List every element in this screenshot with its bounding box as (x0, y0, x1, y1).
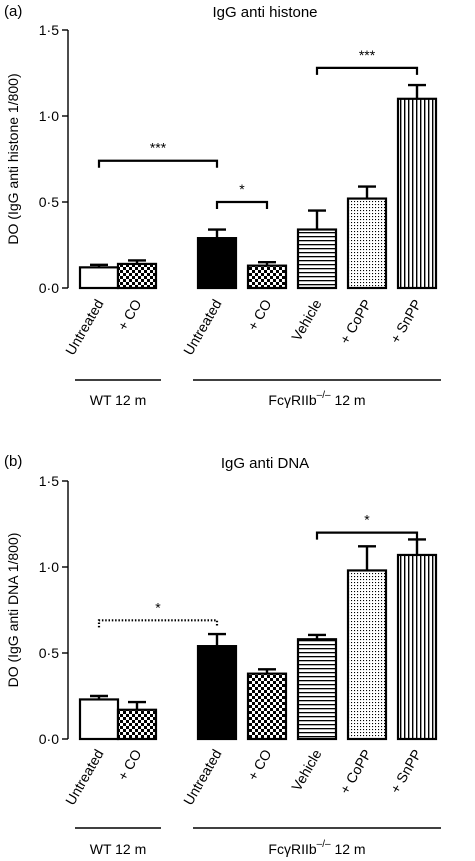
x-tick-label: Untreated (180, 297, 225, 358)
bar (296, 228, 338, 290)
bar (78, 698, 120, 741)
x-tick-label: Vehicle (288, 296, 325, 343)
x-tick-label: Untreated (62, 747, 107, 808)
bar (78, 266, 120, 290)
group-label-text: WT 12 m (90, 392, 147, 408)
bar (346, 197, 388, 290)
group-label-text: FcγRIIb (268, 841, 316, 857)
y-tick-label: 1·0 (39, 559, 59, 575)
y-tick-label: 0·5 (39, 645, 59, 661)
y-axis-label: DO (IgG anti DNA 1/800) (5, 533, 21, 688)
x-tick-label: + CoPP (336, 747, 374, 797)
significance-label: * (155, 599, 161, 615)
y-tick-label: 0·0 (39, 280, 59, 296)
y-tick-label: 0·0 (39, 731, 59, 747)
bar (246, 672, 288, 741)
bar (296, 638, 338, 741)
panel-histone: (a) IgG anti histone 0·0 0·5 1·0 1·5 DO (IgG a… (4, 3, 441, 408)
group-label-suffix: 12 m (331, 392, 366, 408)
bar (116, 708, 158, 741)
x-tick-label: + CO (244, 746, 274, 783)
bar (196, 645, 238, 741)
panel-dna: (b) IgG anti DNA 0·0 0·5 1·0 1·5 DO (IgG anti … (4, 453, 441, 857)
bar (196, 237, 238, 290)
bar (246, 264, 288, 290)
significance-bracket (97, 619, 219, 628)
group-label: WT 12 m (90, 392, 147, 408)
x-tick-label: Untreated (180, 747, 225, 808)
y-tick-label: 1·5 (39, 22, 59, 38)
group-label-suffix: 12 m (331, 841, 366, 857)
bar (116, 262, 158, 290)
y-tick-label: 1·5 (39, 473, 59, 489)
significance-label: * (239, 181, 245, 197)
significance-bracket (315, 531, 419, 540)
x-tick-label: + SnPP (387, 747, 425, 796)
significance-bracket (97, 159, 219, 168)
chart-title: IgG anti histone (212, 4, 317, 21)
group-label-text: FcγRIIb (268, 392, 316, 408)
significance-label: *** (150, 140, 167, 156)
bar (396, 553, 438, 741)
bar (396, 97, 438, 290)
group-label-superscript: –/– (317, 839, 331, 850)
chart-title: IgG anti DNA (221, 455, 309, 472)
significance-bracket (215, 200, 269, 209)
group-label-text: WT 12 m (90, 841, 147, 857)
x-tick-label: + CO (114, 746, 144, 783)
y-tick-label: 0·5 (39, 194, 59, 210)
y-axis-label: DO (IgG anti histone 1/800) (5, 73, 21, 244)
x-tick-label: Vehicle (288, 746, 325, 793)
group-label: FcγRIIb–/– 12 m (268, 390, 365, 408)
x-tick-label: + CO (244, 296, 274, 333)
panel-label: (b) (4, 453, 22, 470)
significance-label: *** (359, 47, 376, 63)
x-tick-label: + SnPP (387, 297, 425, 346)
group-label: WT 12 m (90, 841, 147, 857)
bar (346, 569, 388, 741)
x-tick-label: Untreated (62, 297, 107, 358)
y-tick-label: 1·0 (39, 108, 59, 124)
significance-label: * (364, 512, 370, 528)
group-label: FcγRIIb–/– 12 m (268, 839, 365, 857)
panel-label: (a) (4, 3, 22, 20)
group-label-superscript: –/– (317, 390, 331, 401)
significance-bracket (315, 66, 419, 75)
x-tick-label: + CO (114, 296, 144, 333)
x-tick-label: + CoPP (336, 297, 374, 347)
